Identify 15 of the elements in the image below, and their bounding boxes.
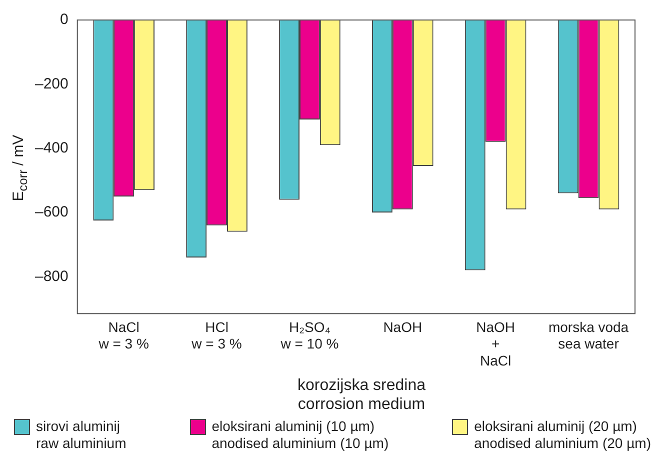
legend-label: sirovi aluminij raw aluminium xyxy=(36,418,126,452)
y-tick-label: –200 xyxy=(34,75,68,92)
x-axis-title: korozijska sredina corrosion medium xyxy=(296,376,427,414)
x-tick-label: H₂SO₄ w = 10 % xyxy=(280,318,339,352)
x-tick-label: NaOH xyxy=(383,318,422,335)
legend-label: eloksirani aluminij (20 µm) anodised aluminium (20 µm) xyxy=(474,418,651,452)
y-tick-label: –400 xyxy=(34,139,68,156)
y-tick-label: –800 xyxy=(34,268,68,285)
y-tick-label: –600 xyxy=(34,204,68,221)
x-tick-label: morska voda sea water xyxy=(548,318,629,352)
x-tick-label: HCl w = 3 % xyxy=(190,318,242,352)
y-tick-label: 0 xyxy=(60,11,68,28)
x-tick-label: NaCl w = 3 % xyxy=(98,318,149,352)
legend-label: eloksirani aluminij (10 µm) anodised aluminium (10 µm) xyxy=(212,418,389,452)
x-tick-label: NaOH + NaCl xyxy=(476,318,516,368)
